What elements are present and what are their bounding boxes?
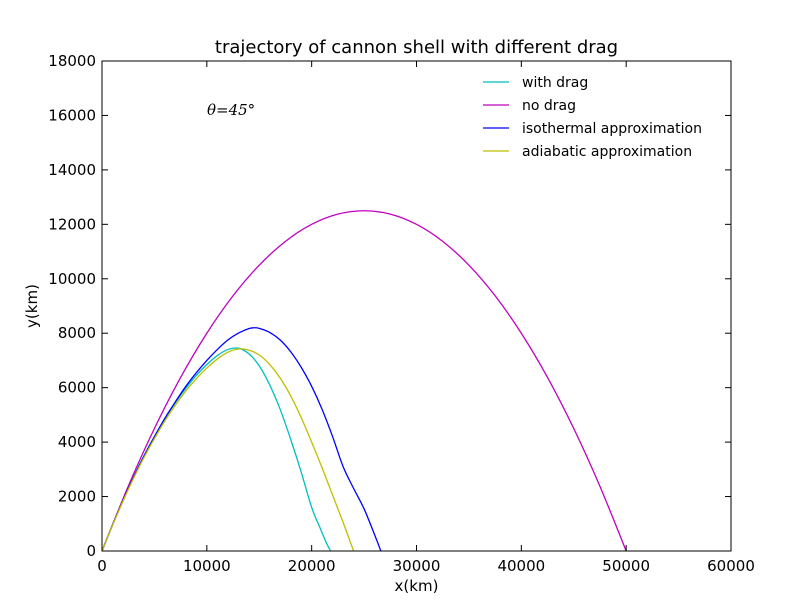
y-tick-label: 16000 <box>48 106 96 124</box>
y-tick-label: 4000 <box>58 433 96 451</box>
x-tick-label: 30000 <box>393 557 441 575</box>
x-tick-label: 60000 <box>707 557 755 575</box>
y-axis: 0 2000 4000 6000 8000 10000 12000 14000 16000 180… <box>48 52 731 560</box>
x-tick-label: 50000 <box>602 557 650 575</box>
legend-label-0: with drag <box>522 75 588 91</box>
legend-label-1: no drag <box>522 98 576 114</box>
x-tick-label: 20000 <box>288 557 336 575</box>
legend: with drag no drag isothermal approximation… <box>483 75 702 160</box>
series-line-3 <box>101 348 355 552</box>
series-layer <box>101 210 627 552</box>
series-line-2 <box>101 327 382 552</box>
y-tick-label: 14000 <box>48 161 96 179</box>
chart-title: trajectory of cannon shell with differen… <box>215 37 618 58</box>
x-tick-label: 10000 <box>183 557 231 575</box>
y-tick-label: 2000 <box>58 488 96 506</box>
series-line-1 <box>101 210 627 552</box>
x-axis-label: x(km) <box>395 577 439 595</box>
y-tick-label: 12000 <box>48 215 96 233</box>
x-tick-label: 0 <box>97 557 107 575</box>
y-tick-label: 8000 <box>58 324 96 342</box>
y-tick-label: 6000 <box>58 379 96 397</box>
x-axis: 0 10000 20000 30000 40000 50000 60000 <box>97 61 755 575</box>
y-tick-label: 18000 <box>48 52 96 70</box>
angle-annotation: θ=45° <box>207 101 255 119</box>
y-tick-label: 10000 <box>48 270 96 288</box>
x-tick-label: 40000 <box>497 557 545 575</box>
legend-label-3: adiabatic approximation <box>522 144 692 160</box>
y-axis-label: y(km) <box>23 284 41 328</box>
y-tick-label: 0 <box>86 542 96 560</box>
legend-label-2: isothermal approximation <box>522 121 702 137</box>
